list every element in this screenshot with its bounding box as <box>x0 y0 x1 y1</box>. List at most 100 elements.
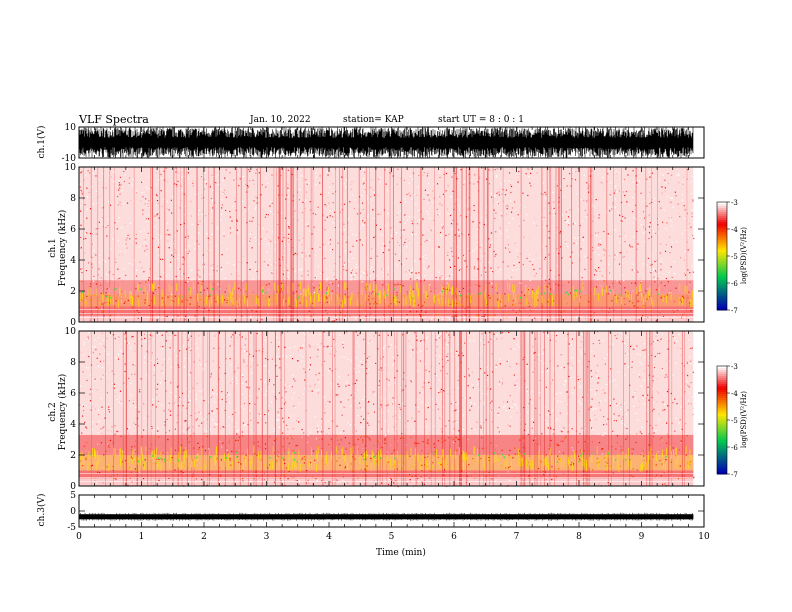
colorbar-cell <box>717 224 727 227</box>
x-tick-label: 3 <box>264 532 270 542</box>
ch1-trace <box>78 127 694 158</box>
ch1-spec-ylabel-line2: Frequency (kHz) <box>58 209 68 287</box>
colorbar-tick-label: -3 <box>731 363 738 371</box>
colorbar-cell <box>717 234 727 237</box>
colorbar-cell <box>717 250 727 253</box>
x-tick-label: 4 <box>326 532 332 542</box>
colorbar-cell <box>717 272 727 275</box>
colorbar-cell <box>717 390 727 393</box>
ch3-waveform-panel: 50-50 1 2 3 4 5 6 7 8 9 10 <box>67 491 710 542</box>
y-tick-label: 8 <box>70 358 76 368</box>
colorbar-cell <box>717 208 727 211</box>
ch2-spectrogram-panel: 0 2 4 6 8 10 <box>65 327 705 492</box>
colorbar-cell <box>717 374 727 377</box>
colorbar-tick-label: -7 <box>731 307 738 315</box>
colorbar-cell <box>717 412 727 415</box>
ch1-colorbar: -3 -4 -5 -6 -7 <box>716 199 738 315</box>
colorbar-cell <box>717 202 727 205</box>
colorbar-cell <box>717 376 727 379</box>
colorbar-tick-label: -6 <box>731 280 738 288</box>
colorbar-cell <box>717 268 727 271</box>
colorbar-cell <box>717 410 727 413</box>
x-tick-label: 7 <box>514 532 520 542</box>
colorbar-cell <box>717 222 727 225</box>
ch2-spec-ylabel: ch.2 Frequency (kHz) <box>48 362 68 462</box>
colorbar-tick-label: -6 <box>731 444 738 452</box>
colorbar-cell <box>717 240 727 243</box>
colorbar-cell <box>717 472 727 475</box>
y-tick-label: 6 <box>70 389 76 399</box>
colorbar-cell <box>717 226 727 229</box>
colorbar-cell <box>717 286 727 289</box>
x-tick-label: 10 <box>698 532 710 542</box>
colorbar-cell <box>717 282 727 285</box>
colorbar-cell <box>717 308 727 311</box>
spectral-band <box>79 315 694 322</box>
colorbar-cell <box>717 242 727 245</box>
colorbar-tick-label: -5 <box>731 417 738 425</box>
colorbar-cell <box>717 386 727 389</box>
colorbar-cell <box>717 406 727 409</box>
colorbar-cell <box>717 460 727 463</box>
spectral-band <box>79 306 694 316</box>
colorbar-cell <box>717 252 727 255</box>
colorbar-cell <box>717 414 727 417</box>
spectral-band <box>79 478 694 486</box>
colorbar-cell <box>717 430 727 433</box>
colorbar-cell <box>717 398 727 401</box>
colorbar-cell <box>717 434 727 437</box>
ch3-waveform-ylabel: ch.3(V) <box>37 493 47 527</box>
x-tick-label: 6 <box>451 532 457 542</box>
colorbar-cell <box>717 380 727 383</box>
colorbar-cell <box>717 416 727 419</box>
colorbar-cell <box>717 388 727 391</box>
colorbar-cell <box>717 462 727 465</box>
colorbar-cell <box>717 454 727 457</box>
colorbar-cell <box>717 470 727 473</box>
ch1-waveform-ylabel: ch.1(V) <box>37 125 47 159</box>
y-tick-label: 5 <box>70 491 76 501</box>
colorbar-cell <box>717 292 727 295</box>
colorbar-cell <box>717 274 727 277</box>
colorbar-cell <box>717 436 727 439</box>
colorbar-cell <box>717 458 727 461</box>
ch3-trace <box>79 514 694 520</box>
colorbar-cell <box>717 452 727 455</box>
y-tick-label: 0 <box>70 318 76 328</box>
colorbar-cell <box>717 210 727 213</box>
colorbar-cell <box>717 214 727 217</box>
y-tick-label: 0 <box>70 482 76 492</box>
colorbar-cell <box>717 260 727 263</box>
colorbar-tick-label: -7 <box>731 471 738 479</box>
figure-title: VLF Spectra <box>79 113 149 126</box>
colorbar-cell <box>717 378 727 381</box>
colorbar-cell <box>717 392 727 395</box>
colorbar-cell <box>717 204 727 207</box>
spectral-band <box>79 331 694 435</box>
colorbar-cell <box>717 464 727 467</box>
y-tick-label: 0 <box>70 507 76 517</box>
colorbar-cell <box>717 422 727 425</box>
colorbar-cell <box>717 468 727 471</box>
spectral-band <box>79 455 694 471</box>
colorbar-cell <box>717 238 727 241</box>
colorbar-tick-label: -4 <box>731 390 738 398</box>
spectral-texture <box>78 331 695 488</box>
colorbar-cell <box>717 266 727 269</box>
ch1-colorbar-label: log(PSD)(V²/Hz) <box>740 227 748 284</box>
y-tick-label: 2 <box>70 451 76 461</box>
x-tick-label: 0 <box>76 532 82 542</box>
colorbar-cell <box>717 288 727 291</box>
colorbar-cell <box>717 402 727 405</box>
spectral-texture <box>79 167 695 324</box>
colorbar-cell <box>717 256 727 259</box>
colorbar-cell <box>717 230 727 233</box>
colorbar-cell <box>717 404 727 407</box>
colorbar-cell <box>717 384 727 387</box>
ch1-waveform-panel: 10 -10 <box>62 123 705 164</box>
colorbar-tick-label: -3 <box>731 199 738 207</box>
ch1-spectrogram-panel: 0 2 4 6 8 10 <box>65 163 705 328</box>
y-tick-label: 10 <box>65 163 77 173</box>
colorbar-cell <box>717 450 727 453</box>
